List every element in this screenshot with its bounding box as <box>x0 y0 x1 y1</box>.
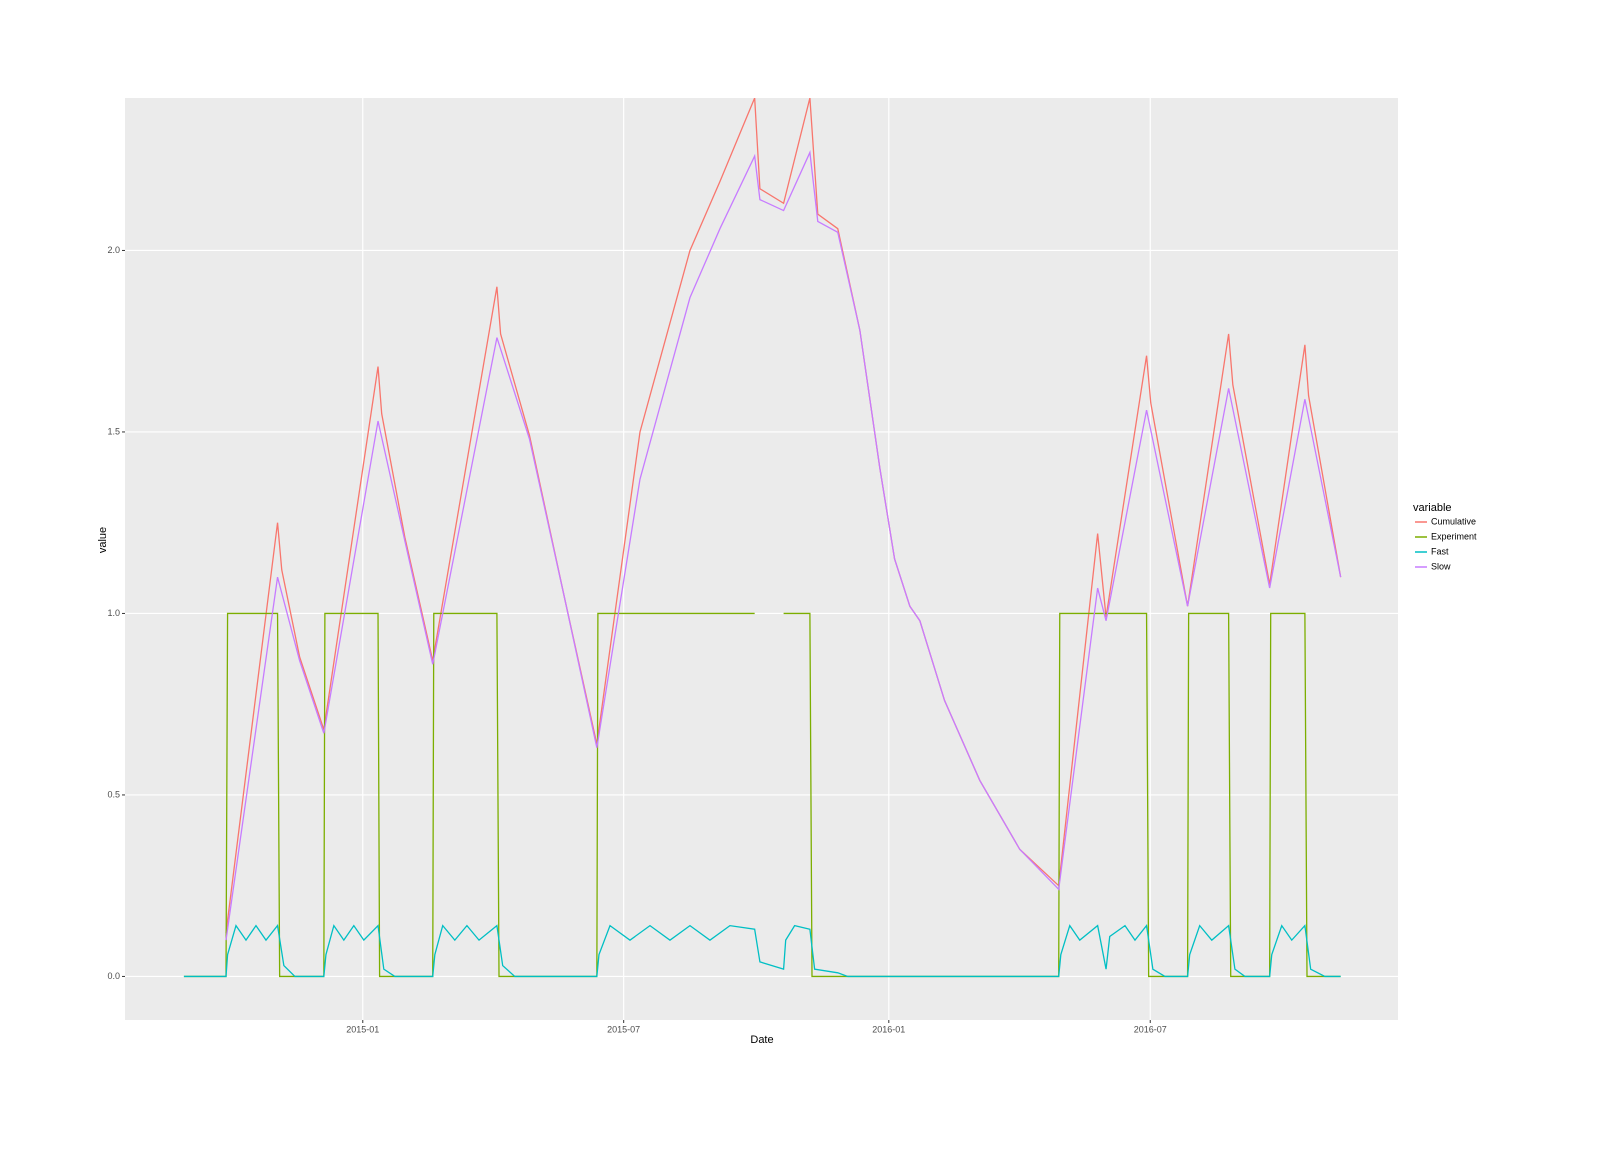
x-tick-label: 2016-07 <box>1134 1024 1167 1034</box>
x-axis-title: Date <box>750 1034 773 1046</box>
legend-label: Experiment <box>1431 531 1477 541</box>
series-line <box>225 150 1342 941</box>
y-tick-label: 0.0 <box>107 971 120 981</box>
legend-label: Fast <box>1431 546 1449 556</box>
y-tick-label: 0.5 <box>107 789 120 799</box>
legend-label: Slow <box>1431 561 1451 571</box>
y-tick-label: 1.5 <box>107 426 120 436</box>
y-tick-label: 1.0 <box>107 608 120 618</box>
series-line <box>183 924 1341 978</box>
y-axis-title: value <box>97 527 109 553</box>
x-tick-label: 2016-01 <box>872 1024 905 1034</box>
plot-panel <box>125 98 1398 1020</box>
x-tick-label: 2015-07 <box>607 1024 640 1034</box>
x-tick-label: 2015-01 <box>346 1024 379 1034</box>
legend-label: Cumulative <box>1431 516 1476 526</box>
legend-title: variable <box>1413 502 1452 514</box>
series-line <box>225 98 1342 933</box>
y-tick-label: 2.0 <box>107 245 120 255</box>
